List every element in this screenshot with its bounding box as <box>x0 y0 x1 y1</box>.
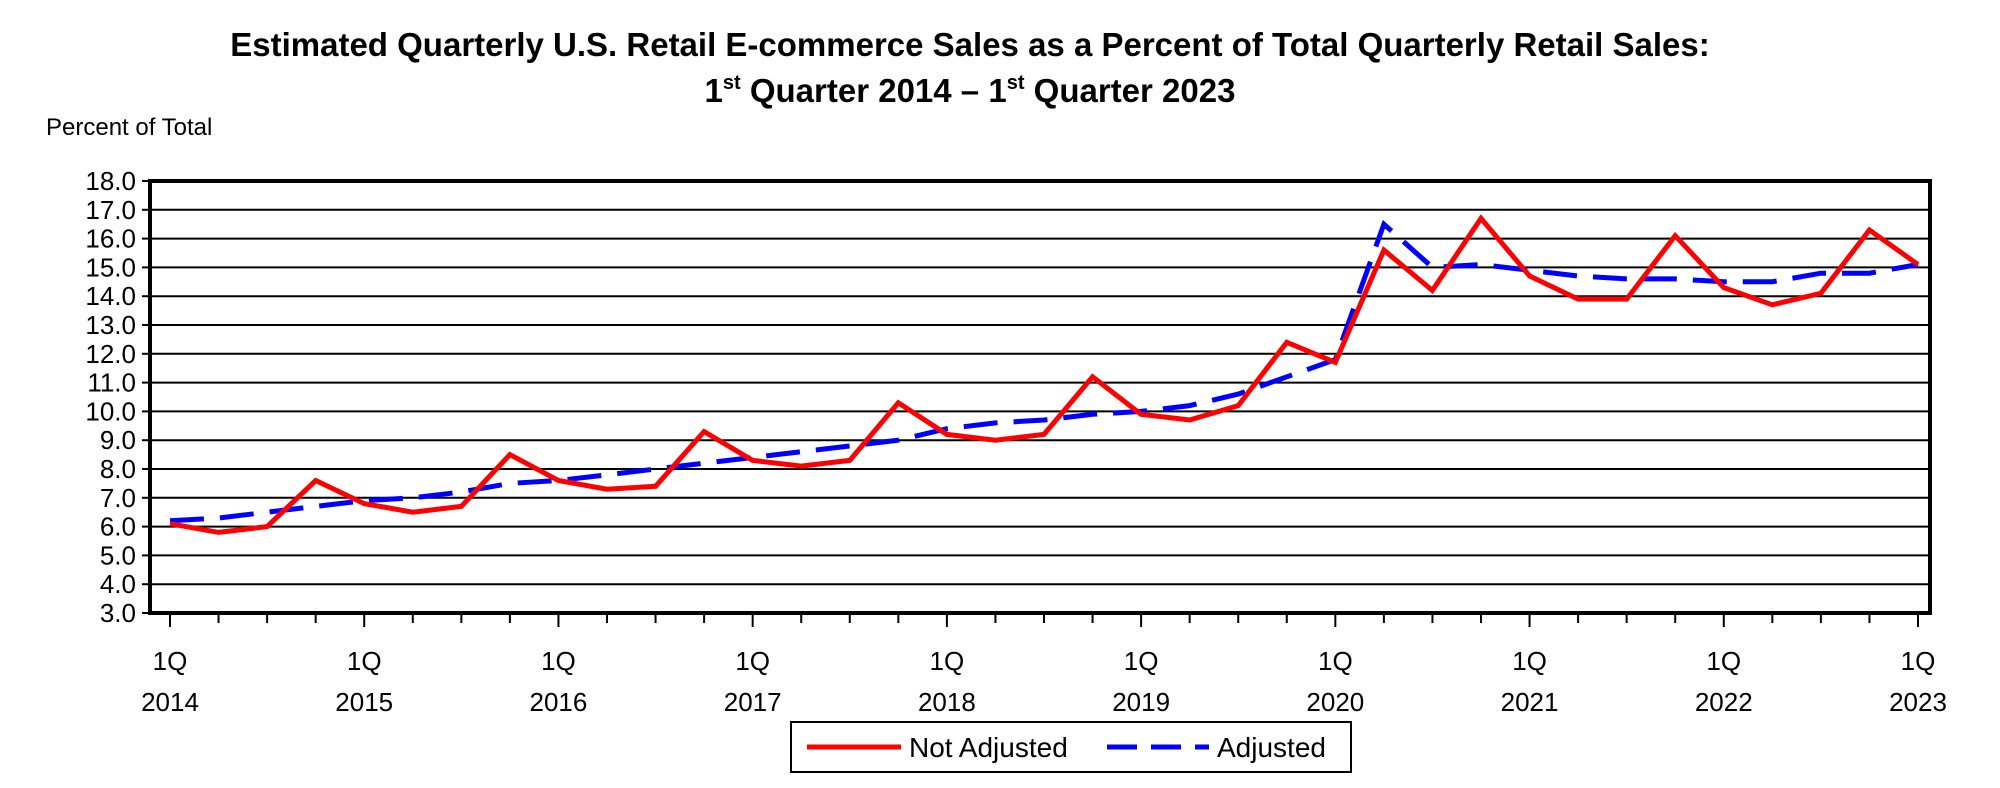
y-tick-label: 10.0 <box>85 396 136 426</box>
y-tick-label: 12.0 <box>85 339 136 369</box>
x-tick-label-quarter: 1Q <box>347 646 382 676</box>
y-tick-label: 9.0 <box>100 425 136 455</box>
y-tick-label: 6.0 <box>100 512 136 542</box>
y-axis-label: Percent of Total <box>46 114 213 141</box>
x-tick-label-year: 2021 <box>1501 687 1559 717</box>
y-tick-label: 5.0 <box>100 540 136 570</box>
x-tick-label-year: 2015 <box>335 687 393 717</box>
chart-title-line1: Estimated Quarterly U.S. Retail E-commer… <box>230 26 1710 63</box>
x-tick-labels: 1Q 2014 1Q 2015 1Q 2016 1Q 2017 1Q 2018 1Q 2019 1Q 20… <box>141 646 1947 717</box>
x-tick-label-year: 2023 <box>1889 687 1947 717</box>
y-tick-label: 16.0 <box>85 224 136 254</box>
series-layer <box>169 214 1920 535</box>
y-tick-label: 18.0 <box>85 166 136 196</box>
y-tick-label: 13.0 <box>85 310 136 340</box>
series-line <box>169 214 1920 535</box>
y-tick-label: 8.0 <box>100 454 136 484</box>
y-tick-label: 11.0 <box>87 368 136 398</box>
x-tick-label-quarter: 1Q <box>735 646 770 676</box>
x-tick-label-quarter: 1Q <box>930 646 965 676</box>
x-tick-label-year: 2018 <box>918 687 976 717</box>
x-tick-label-year: 2020 <box>1306 687 1364 717</box>
x-tick-label-quarter: 1Q <box>1901 646 1936 676</box>
x-tick-label-year: 2014 <box>141 687 199 717</box>
chart-title: Estimated Quarterly U.S. Retail E-commer… <box>0 22 1940 114</box>
x-tick-label-quarter: 1Q <box>1512 646 1547 676</box>
y-tick-label: 15.0 <box>85 252 136 282</box>
legend-label-not-adjusted: Not Adjusted <box>909 732 1068 763</box>
y-tick-labels: 3.04.05.06.07.08.09.010.011.012.013.014.… <box>85 166 136 628</box>
plot-frame <box>148 179 1932 615</box>
x-tick-label-year: 2017 <box>724 687 782 717</box>
x-tick-label-quarter: 1Q <box>153 646 188 676</box>
x-tick-label-quarter: 1Q <box>541 646 576 676</box>
x-tick-label-quarter: 1Q <box>1318 646 1353 676</box>
y-tick-label: 14.0 <box>85 281 136 311</box>
y-tick-label: 4.0 <box>100 569 136 599</box>
x-tick-label-quarter: 1Q <box>1124 646 1159 676</box>
series-line <box>169 219 1919 524</box>
y-tick-label: 3.0 <box>100 598 136 628</box>
series-adjusted <box>169 219 1919 524</box>
x-tick-label-year: 2019 <box>1112 687 1170 717</box>
x-tick-label-year: 2022 <box>1695 687 1753 717</box>
legend-label-adjusted: Adjusted <box>1217 732 1326 763</box>
series-not-adjusted <box>169 214 1920 535</box>
x-tick-label-year: 2016 <box>530 687 588 717</box>
y-tick-label: 7.0 <box>100 483 136 513</box>
grid-layer <box>142 180 1930 627</box>
legend: Not Adjusted Adjusted <box>790 721 1352 773</box>
chart-title-line2: 1st Quarter 2014 – 1st Quarter 2023 <box>704 72 1236 109</box>
x-tick-label-quarter: 1Q <box>1706 646 1741 676</box>
y-tick-label: 17.0 <box>85 195 136 225</box>
